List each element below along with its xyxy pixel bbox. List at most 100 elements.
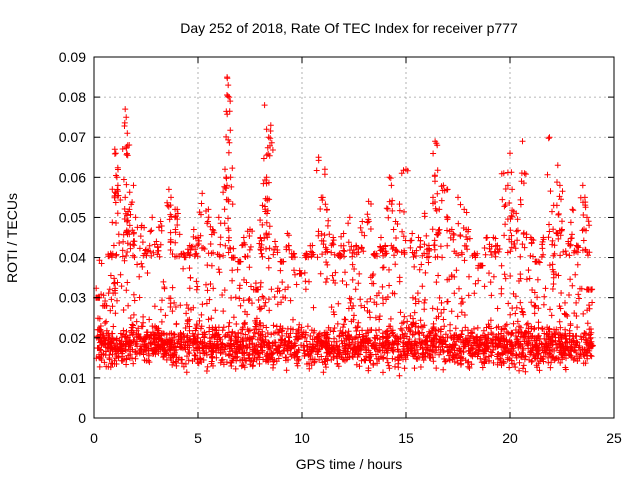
data-point: [192, 251, 199, 258]
data-point: [240, 362, 247, 369]
data-point: [535, 332, 542, 339]
data-point: [386, 341, 392, 348]
data-point: [145, 352, 152, 359]
data-point: [136, 350, 143, 357]
data-point: [535, 333, 541, 340]
data-point: [557, 252, 564, 259]
data-point: [412, 353, 418, 360]
data-point: [257, 279, 264, 286]
data-point: [210, 249, 217, 256]
data-point: [453, 332, 460, 339]
data-point: [124, 279, 131, 286]
data-point: [581, 330, 588, 336]
data-point: [382, 242, 389, 249]
data-point: [354, 344, 361, 351]
data-point: [200, 347, 207, 354]
data-point: [208, 334, 215, 341]
data-point: [487, 317, 494, 324]
data-point: [516, 367, 523, 374]
data-point: [467, 347, 474, 354]
data-point: [350, 302, 357, 309]
data-point: [551, 357, 558, 364]
data-point: [320, 369, 327, 376]
data-point: [492, 253, 499, 260]
data-point: [380, 369, 386, 376]
data-point: [319, 332, 325, 338]
data-point: [352, 324, 359, 331]
data-point: [438, 310, 445, 316]
data-point: [534, 355, 541, 362]
data-point: [572, 271, 579, 278]
data-point: [425, 253, 432, 260]
data-point: [259, 328, 266, 335]
data-point: [215, 266, 222, 273]
data-point: [386, 282, 393, 289]
data-point: [580, 237, 587, 244]
data-point: [302, 329, 309, 336]
data-point: [578, 336, 585, 343]
data-point: [318, 230, 325, 237]
data-point: [456, 285, 462, 292]
data-point: [315, 228, 322, 235]
data-point: [274, 301, 281, 308]
data-point: [440, 316, 447, 323]
data-point: [301, 353, 308, 359]
data-point: [179, 360, 185, 367]
data-point: [109, 351, 116, 358]
data-point: [321, 166, 328, 173]
data-point: [309, 242, 316, 249]
data-point: [466, 235, 473, 242]
data-point: [109, 219, 116, 226]
data-point: [436, 294, 443, 301]
data-point: [311, 359, 318, 366]
data-point: [282, 286, 289, 293]
data-point: [267, 128, 274, 134]
data-point: [384, 205, 391, 212]
data-point: [433, 315, 440, 322]
data-point: [103, 363, 110, 370]
data-point: [520, 180, 527, 187]
data-point: [508, 244, 515, 251]
data-point: [227, 98, 234, 105]
data-point: [537, 355, 544, 362]
data-point: [174, 206, 181, 213]
data-point: [218, 357, 225, 364]
data-point: [263, 152, 270, 159]
data-point: [225, 352, 232, 359]
data-point: [418, 340, 425, 347]
data-point: [508, 357, 515, 364]
data-point: [205, 206, 212, 213]
data-point: [442, 358, 449, 364]
data-point: [228, 363, 235, 369]
data-point: [423, 342, 430, 349]
data-point: [190, 340, 197, 347]
data-point: [173, 360, 180, 366]
data-point: [96, 363, 103, 370]
data-point: [470, 339, 477, 346]
data-point: [127, 315, 134, 321]
data-point: [396, 274, 403, 281]
data-point: [339, 349, 346, 356]
data-point: [539, 238, 546, 245]
data-point: [214, 251, 221, 258]
data-point: [391, 290, 398, 297]
data-point: [332, 269, 339, 276]
data-point: [171, 331, 178, 338]
data-point: [138, 346, 145, 353]
data-point: [418, 261, 425, 268]
x-axis-label: GPS time / hours: [296, 456, 403, 472]
data-point: [384, 359, 391, 366]
data-point: [548, 312, 555, 319]
data-point: [453, 250, 460, 257]
data-point: [113, 337, 120, 344]
data-point: [174, 210, 181, 217]
data-point: [326, 231, 333, 238]
data-point: [359, 218, 366, 225]
data-point: [181, 251, 188, 258]
data-point: [387, 175, 394, 182]
data-point: [527, 345, 534, 352]
data-point: [466, 273, 472, 280]
data-point: [407, 341, 413, 348]
data-point: [490, 359, 497, 366]
